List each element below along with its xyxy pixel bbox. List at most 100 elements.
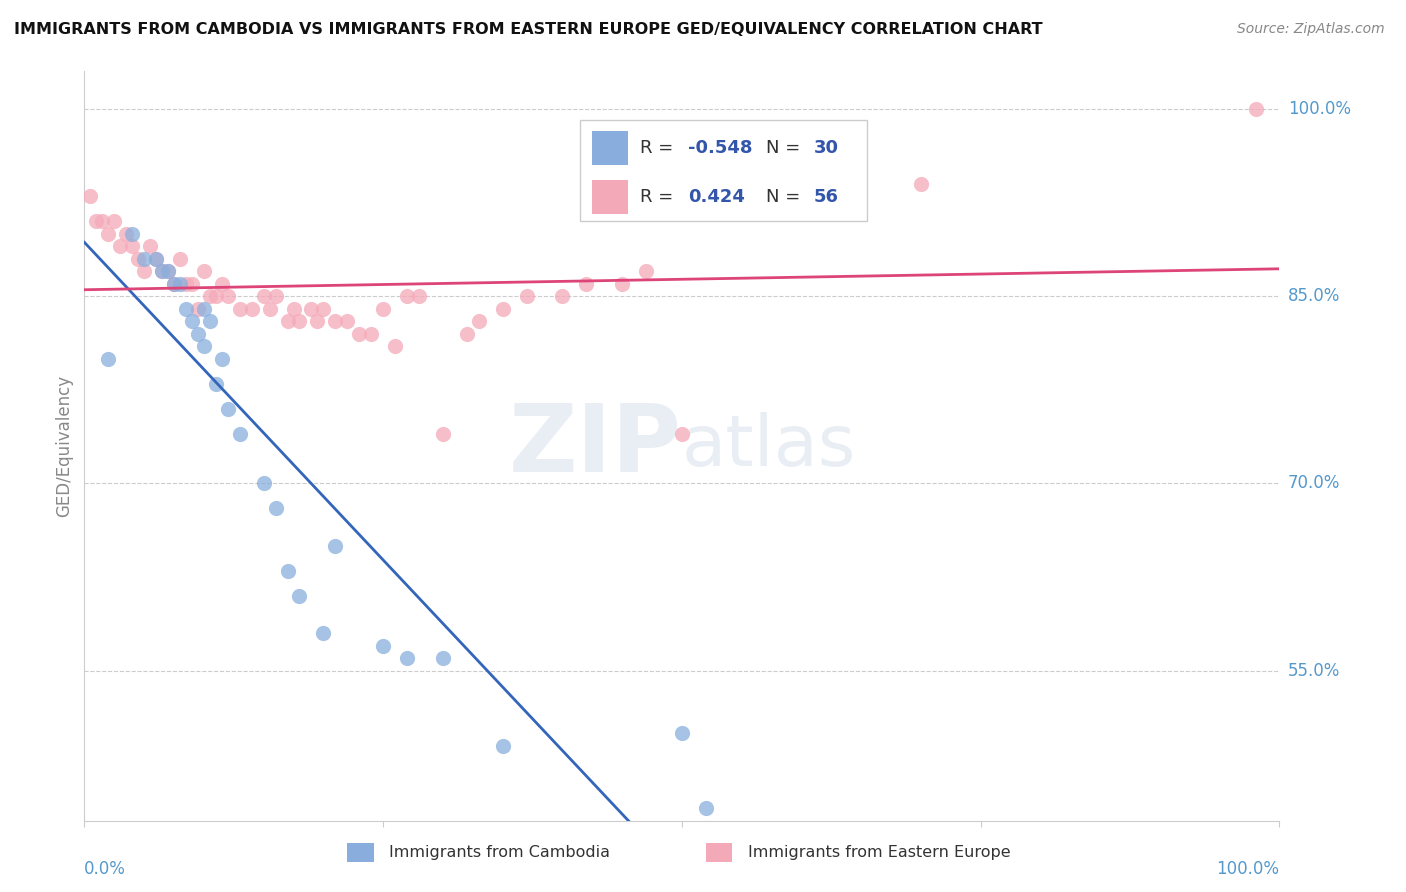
Point [198, 289, 221, 303]
Text: 0.0%: 0.0% [84, 860, 127, 878]
Text: 56: 56 [814, 188, 838, 206]
Point [97, 227, 120, 241]
Point [163, 277, 186, 291]
Point [790, 202, 813, 216]
Text: IMMIGRANTS FROM CAMBODIA VS IMMIGRANTS FROM EASTERN EUROPE GED/EQUIVALENCY CORRE: IMMIGRANTS FROM CAMBODIA VS IMMIGRANTS F… [14, 22, 1043, 37]
FancyBboxPatch shape [347, 843, 374, 862]
Point [174, 277, 197, 291]
Point [516, 289, 538, 303]
Text: N =: N = [766, 188, 806, 206]
Point [193, 339, 215, 353]
Point [174, 301, 197, 316]
Point [97, 351, 120, 366]
Point [325, 314, 347, 328]
Point [910, 177, 932, 191]
Point [132, 252, 156, 266]
Point [193, 264, 215, 278]
Text: R =: R = [640, 139, 679, 157]
FancyBboxPatch shape [592, 131, 628, 165]
Point [103, 214, 125, 228]
Point [127, 252, 149, 266]
Point [312, 626, 335, 640]
Point [384, 339, 406, 353]
Point [217, 401, 239, 416]
Point [205, 289, 228, 303]
Text: 85.0%: 85.0% [1288, 287, 1340, 305]
FancyBboxPatch shape [706, 843, 733, 862]
Point [91, 214, 114, 228]
Point [121, 239, 143, 253]
Point [181, 314, 204, 328]
Point [205, 376, 228, 391]
Point [456, 326, 478, 341]
Point [277, 564, 299, 578]
Text: N =: N = [766, 139, 806, 157]
Point [396, 651, 419, 665]
Point [253, 289, 276, 303]
Point [301, 301, 323, 316]
Point [211, 351, 233, 366]
Point [264, 501, 287, 516]
Text: 100.0%: 100.0% [1288, 100, 1351, 118]
Text: Immigrants from Cambodia: Immigrants from Cambodia [389, 846, 610, 861]
Point [157, 264, 180, 278]
Point [277, 314, 299, 328]
Point [229, 426, 252, 441]
Point [636, 264, 658, 278]
Point [492, 301, 515, 316]
Point [373, 301, 395, 316]
Point [264, 289, 287, 303]
Text: R =: R = [640, 188, 679, 206]
Point [336, 314, 359, 328]
Point [132, 264, 156, 278]
Text: 30: 30 [814, 139, 838, 157]
Point [468, 314, 491, 328]
Y-axis label: GED/Equivalency: GED/Equivalency [55, 375, 73, 517]
Point [169, 277, 191, 291]
Point [373, 639, 395, 653]
Point [671, 426, 693, 441]
Point [145, 252, 167, 266]
Point [211, 277, 233, 291]
Point [312, 301, 335, 316]
Point [240, 301, 263, 316]
Point [229, 301, 252, 316]
Text: -0.548: -0.548 [688, 139, 752, 157]
Point [157, 264, 180, 278]
Point [432, 426, 454, 441]
Point [121, 227, 143, 241]
Point [432, 651, 454, 665]
Text: 70.0%: 70.0% [1288, 475, 1340, 492]
Point [612, 277, 634, 291]
Point [492, 739, 515, 753]
Point [198, 314, 221, 328]
Point [187, 301, 209, 316]
Point [79, 189, 101, 203]
FancyBboxPatch shape [581, 120, 868, 221]
Point [283, 301, 305, 316]
Point [288, 589, 311, 603]
Point [671, 726, 693, 740]
Point [575, 277, 598, 291]
Point [110, 239, 132, 253]
Point [695, 801, 717, 815]
Point [396, 289, 419, 303]
Point [253, 476, 276, 491]
Text: ZIP: ZIP [509, 400, 682, 492]
Point [86, 214, 108, 228]
Point [217, 289, 239, 303]
Point [325, 539, 347, 553]
Point [408, 289, 430, 303]
Point [169, 252, 191, 266]
Point [115, 227, 138, 241]
Point [150, 264, 173, 278]
Point [349, 326, 371, 341]
Point [551, 289, 574, 303]
Point [193, 301, 215, 316]
Point [150, 264, 173, 278]
Point [163, 277, 186, 291]
Point [360, 326, 382, 341]
Text: Source: ZipAtlas.com: Source: ZipAtlas.com [1237, 22, 1385, 37]
FancyBboxPatch shape [592, 180, 628, 214]
Point [145, 252, 167, 266]
